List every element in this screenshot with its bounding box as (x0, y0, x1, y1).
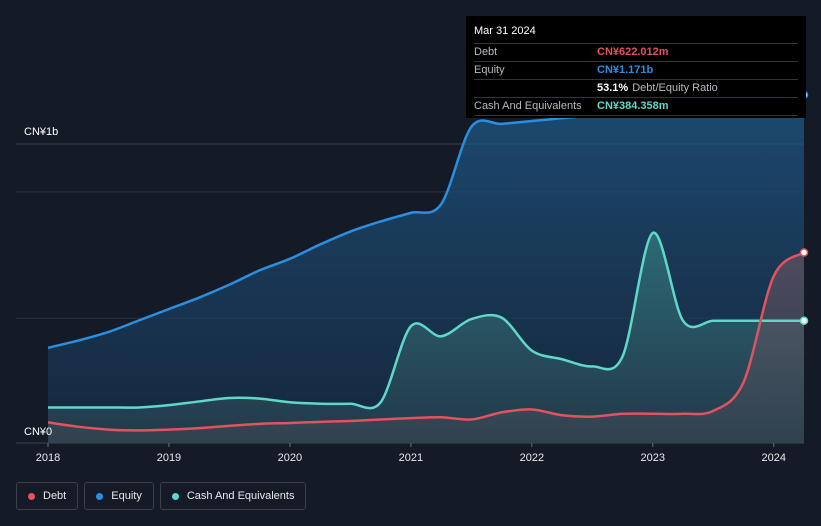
tooltip-label: Debt (474, 46, 498, 58)
tooltip-value-debt: CN¥622.012m (597, 46, 669, 58)
tooltip-row-debt: Debt CN¥622.012m (474, 43, 798, 61)
x-tick-label: 2022 (520, 452, 544, 464)
tooltip-row-equity: Equity CN¥1.171b (474, 61, 798, 79)
legend-item-equity[interactable]: Equity (84, 482, 154, 510)
chart-legend: Debt Equity Cash And Equivalents (16, 482, 307, 510)
legend-item-debt[interactable]: Debt (16, 482, 79, 510)
tooltip-label: Equity (474, 64, 505, 76)
x-tick-label: 2024 (762, 452, 786, 464)
line-cash-and-equivalents (48, 231, 804, 410)
x-tick-label: 2021 (399, 452, 423, 464)
tooltip-panel: Mar 31 2024 Debt CN¥622.012m Equity CN¥1… (466, 16, 806, 118)
area-cash-and-equivalents (48, 232, 804, 443)
end-marker-debt (799, 248, 809, 257)
y-tick-label: CN¥0 (24, 426, 52, 438)
tooltip-label: Cash And Equivalents (474, 100, 582, 112)
tooltip-date: Mar 31 2024 (474, 25, 536, 37)
x-tick-label: 2020 (278, 452, 302, 464)
legend-dot-icon (28, 492, 35, 500)
axis-ticks: CN¥1b CN¥0 2018 2019 2020 2021 2022 2023 2024 (24, 126, 786, 464)
area-equity (48, 94, 804, 444)
series-areas (48, 94, 804, 444)
legend-dot-icon (96, 492, 104, 500)
legend-label: Debt (43, 490, 67, 502)
tooltip-value-cash: CN¥384.358m (597, 100, 669, 112)
tooltip-row-cash: Cash And Equivalents CN¥384.358m (474, 97, 798, 116)
x-tick-label: 2019 (157, 452, 181, 464)
legend-label: Equity (111, 490, 142, 502)
legend-label: Cash And Equivalents (186, 490, 295, 502)
area-debt (48, 252, 804, 443)
x-tick-label: 2018 (36, 452, 60, 464)
x-tick-label: 2023 (641, 452, 665, 464)
y-tick-label: CN¥1b (24, 126, 58, 138)
tooltip-ratio-suffix: Debt/Equity Ratio (632, 82, 718, 94)
tooltip-value-equity: CN¥1.171b (597, 64, 654, 76)
line-debt (47, 251, 805, 432)
tooltip-row-ratio: 53.1% Debt/Equity Ratio (474, 79, 798, 97)
tooltip-label (474, 80, 597, 97)
legend-dot-icon (171, 492, 179, 500)
tooltip-value-ratio: 53.1% (597, 82, 629, 94)
end-marker-cash-and-equivalents (799, 316, 809, 326)
legend-item-cash[interactable]: Cash And Equivalents (159, 482, 307, 510)
